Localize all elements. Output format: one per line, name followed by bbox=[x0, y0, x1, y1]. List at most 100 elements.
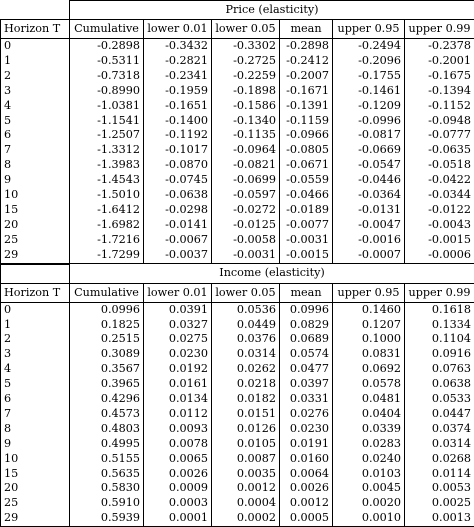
cell-upper-095: 0.0404 bbox=[333, 407, 405, 422]
column-header-lower-001: lower 0.01 bbox=[144, 20, 212, 39]
cell-upper-095: -0.0446 bbox=[333, 173, 405, 188]
cell-cumulative: 0.3089 bbox=[70, 347, 144, 362]
cell-upper-095: -0.0047 bbox=[333, 218, 405, 233]
cell-upper-099: -0.0635 bbox=[405, 143, 474, 158]
section-title: Price (elasticity) bbox=[70, 1, 474, 20]
cell-mean: -0.0805 bbox=[280, 143, 333, 158]
cell-mean: 0.0996 bbox=[280, 302, 333, 317]
column-header-upper-095: upper 0.95 bbox=[333, 20, 405, 39]
cell-mean: -0.0671 bbox=[280, 158, 333, 173]
cell-upper-099: 0.0447 bbox=[405, 407, 474, 422]
table-row: 20-1.6982-0.0141-0.0125-0.0077-0.0047-0.… bbox=[1, 218, 474, 233]
column-header-cumulative: Cumulative bbox=[70, 20, 144, 39]
cell-mean: 0.0191 bbox=[280, 437, 333, 452]
cell-lower-005: 0.0262 bbox=[212, 362, 280, 377]
cell-upper-099: 0.1618 bbox=[405, 302, 474, 317]
cell-upper-095: 0.0339 bbox=[333, 422, 405, 437]
cell-mean: -0.2412 bbox=[280, 54, 333, 69]
cell-cumulative: -1.7216 bbox=[70, 233, 144, 248]
table-row: 15-1.6412-0.0298-0.0272-0.0189-0.0131-0.… bbox=[1, 203, 474, 218]
table-row: 0-0.2898-0.3432-0.3302-0.2898-0.2494-0.2… bbox=[1, 39, 474, 54]
column-header-horizon: Horizon T bbox=[1, 283, 70, 302]
cell-horizon: 3 bbox=[1, 347, 70, 362]
cell-lower-001: 0.0026 bbox=[144, 467, 212, 482]
table-row: 1-0.5311-0.2821-0.2725-0.2412-0.2096-0.2… bbox=[1, 54, 474, 69]
table-row: 4-1.0381-0.1651-0.1586-0.1391-0.1209-0.1… bbox=[1, 99, 474, 114]
table-row: 8-1.3983-0.0870-0.0821-0.0671-0.0547-0.0… bbox=[1, 158, 474, 173]
cell-upper-095: -0.1755 bbox=[333, 69, 405, 84]
cell-horizon: 6 bbox=[1, 392, 70, 407]
cell-upper-099: -0.2378 bbox=[405, 39, 474, 54]
cell-cumulative: -1.3312 bbox=[70, 143, 144, 158]
cell-horizon: 1 bbox=[1, 54, 70, 69]
column-header-upper-095: upper 0.95 bbox=[333, 283, 405, 302]
section-title-row: Price (elasticity) bbox=[1, 1, 474, 20]
cell-upper-099: -0.0015 bbox=[405, 233, 474, 248]
table-row: 5-1.1541-0.1400-0.1340-0.1159-0.0996-0.0… bbox=[1, 114, 474, 129]
cell-lower-005: -0.2259 bbox=[212, 69, 280, 84]
cell-lower-001: 0.0078 bbox=[144, 437, 212, 452]
cell-lower-005: -0.1898 bbox=[212, 84, 280, 99]
empty-corner-cell bbox=[1, 1, 70, 20]
cell-lower-005: 0.0087 bbox=[212, 452, 280, 467]
cell-lower-001: 0.0112 bbox=[144, 407, 212, 422]
cell-cumulative: 0.3965 bbox=[70, 377, 144, 392]
cell-upper-099: 0.0314 bbox=[405, 437, 474, 452]
table-row: 3-0.8990-0.1959-0.1898-0.1671-0.1461-0.1… bbox=[1, 84, 474, 99]
cell-cumulative: -1.4543 bbox=[70, 173, 144, 188]
cell-cumulative: 0.1825 bbox=[70, 318, 144, 333]
cell-cumulative: -1.6412 bbox=[70, 203, 144, 218]
cell-lower-001: -0.3432 bbox=[144, 39, 212, 54]
cell-lower-005: -0.0058 bbox=[212, 233, 280, 248]
cell-upper-099: 0.0533 bbox=[405, 392, 474, 407]
cell-upper-095: -0.2096 bbox=[333, 54, 405, 69]
cell-lower-005: -0.0125 bbox=[212, 218, 280, 233]
cell-lower-005: -0.1135 bbox=[212, 128, 280, 143]
cell-upper-095: 0.0692 bbox=[333, 362, 405, 377]
cell-cumulative: 0.5635 bbox=[70, 467, 144, 482]
cell-lower-001: 0.0327 bbox=[144, 318, 212, 333]
cell-upper-099: -0.2001 bbox=[405, 54, 474, 69]
cell-lower-001: -0.1959 bbox=[144, 84, 212, 99]
cell-upper-095: -0.0547 bbox=[333, 158, 405, 173]
cell-lower-001: -0.0870 bbox=[144, 158, 212, 173]
cell-lower-005: 0.0218 bbox=[212, 377, 280, 392]
cell-lower-001: -0.0638 bbox=[144, 188, 212, 203]
cell-mean: -0.0559 bbox=[280, 173, 333, 188]
cell-upper-095: 0.0045 bbox=[333, 481, 405, 496]
cell-upper-095: -0.0996 bbox=[333, 114, 405, 129]
cell-cumulative: 0.5155 bbox=[70, 452, 144, 467]
cell-mean: 0.0230 bbox=[280, 422, 333, 437]
cell-mean: 0.0689 bbox=[280, 332, 333, 347]
section-title: Income (elasticity) bbox=[70, 264, 474, 284]
cell-upper-095: 0.0020 bbox=[333, 496, 405, 511]
cell-upper-099: -0.0948 bbox=[405, 114, 474, 129]
cell-lower-001: 0.0391 bbox=[144, 302, 212, 317]
cell-horizon: 15 bbox=[1, 203, 70, 218]
table-row: 10-1.5010-0.0638-0.0597-0.0466-0.0364-0.… bbox=[1, 188, 474, 203]
column-header-mean: mean bbox=[280, 20, 333, 39]
cell-upper-095: 0.1460 bbox=[333, 302, 405, 317]
cell-cumulative: 0.3567 bbox=[70, 362, 144, 377]
cell-cumulative: 0.4296 bbox=[70, 392, 144, 407]
cell-horizon: 25 bbox=[1, 496, 70, 511]
cell-upper-095: 0.0283 bbox=[333, 437, 405, 452]
column-header-lower-001: lower 0.01 bbox=[144, 283, 212, 302]
cell-upper-099: 0.0638 bbox=[405, 377, 474, 392]
cell-lower-005: 0.0012 bbox=[212, 481, 280, 496]
cell-cumulative: 0.2515 bbox=[70, 332, 144, 347]
cell-upper-099: 0.0374 bbox=[405, 422, 474, 437]
empty-corner-cell bbox=[1, 264, 70, 284]
column-header-mean: mean bbox=[280, 283, 333, 302]
table-row: 7-1.3312-0.1017-0.0964-0.0805-0.0669-0.0… bbox=[1, 143, 474, 158]
cell-upper-099: -0.0518 bbox=[405, 158, 474, 173]
cell-lower-001: -0.0745 bbox=[144, 173, 212, 188]
cell-upper-095: -0.0669 bbox=[333, 143, 405, 158]
cell-upper-095: 0.0240 bbox=[333, 452, 405, 467]
